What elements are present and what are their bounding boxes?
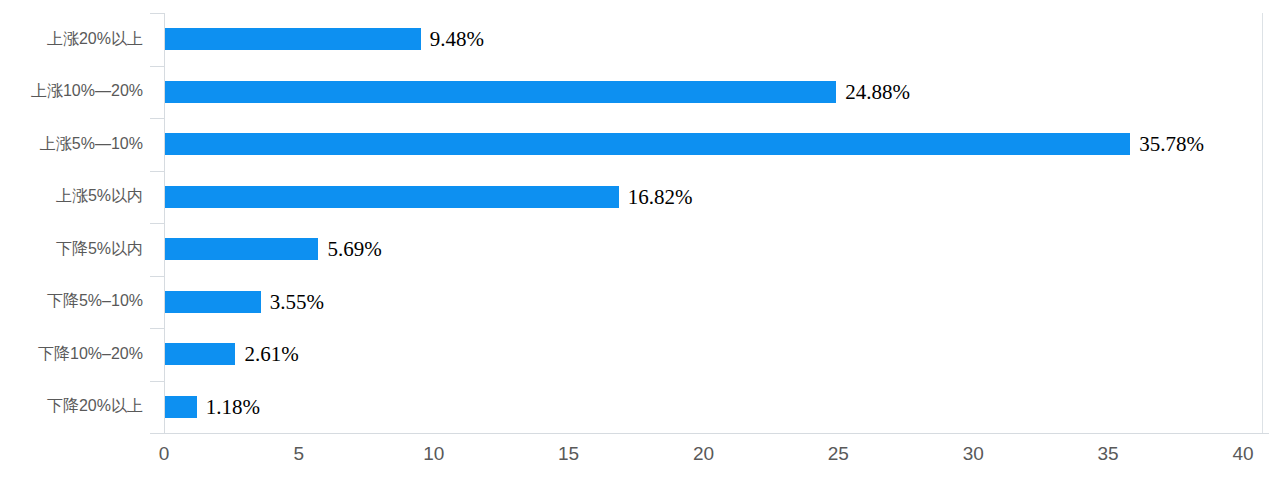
value-label: 5.69% (327, 237, 381, 262)
y-axis-tick (150, 381, 164, 382)
value-label: 24.88% (845, 79, 910, 104)
x-axis-tick-label: 5 (294, 443, 305, 465)
bar-chart: 上涨20%以上 9.48% 上涨10%—20% 24.88% 上涨5%—10% 35.78… (0, 0, 1269, 478)
bar (165, 133, 1130, 155)
bar (165, 81, 836, 103)
value-label: 1.18% (206, 394, 260, 419)
x-axis-tick-label: 20 (693, 443, 714, 465)
bar (165, 238, 318, 260)
category-label: 上涨5%以内 (0, 171, 143, 224)
category-label: 上涨5%—10% (0, 118, 143, 171)
y-axis-tick (150, 118, 164, 119)
y-axis-tick (150, 276, 164, 277)
x-axis-tick-label: 35 (1098, 443, 1119, 465)
value-label: 3.55% (270, 289, 324, 314)
x-axis-tick-label: 0 (159, 443, 170, 465)
bar (165, 396, 197, 418)
value-label: 35.78% (1139, 132, 1204, 157)
category-label: 上涨20%以上 (0, 13, 143, 66)
bar (165, 186, 619, 208)
value-label: 16.82% (628, 184, 693, 209)
x-axis-tick-label: 10 (423, 443, 444, 465)
category-label: 下降5%以内 (0, 223, 143, 276)
category-label: 下降20%以上 (0, 381, 143, 434)
y-axis-tick (150, 223, 164, 224)
x-axis-tick-label: 30 (963, 443, 984, 465)
bar (165, 291, 261, 313)
bar (165, 28, 421, 50)
category-label: 下降5%–10% (0, 276, 143, 329)
bar (165, 343, 235, 365)
x-axis-line (150, 433, 1269, 434)
value-label: 9.48% (430, 27, 484, 52)
x-axis-tick-label: 25 (828, 443, 849, 465)
y-axis-tick (150, 433, 164, 434)
x-axis-tick-label: 40 (1232, 443, 1253, 465)
y-axis-tick (150, 328, 164, 329)
x-axis-tick-label: 15 (558, 443, 579, 465)
chart-right-border (1262, 13, 1263, 433)
y-axis-tick (150, 13, 164, 14)
value-label: 2.61% (244, 342, 298, 367)
y-axis-tick (150, 171, 164, 172)
y-axis-line (164, 13, 165, 433)
y-axis-tick (150, 66, 164, 67)
category-label: 上涨10%—20% (0, 66, 143, 119)
category-label: 下降10%–20% (0, 328, 143, 381)
